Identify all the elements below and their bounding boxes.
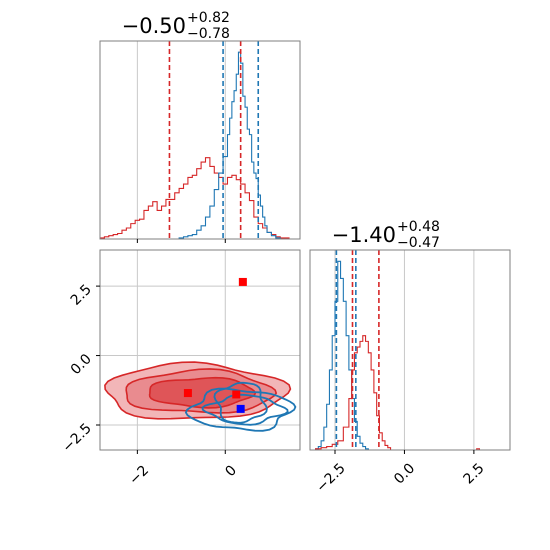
marginal-y-title-lower: −0.47 <box>397 235 440 251</box>
truth-marker-red <box>232 390 241 399</box>
marginal-y-hist-series_red <box>315 335 483 450</box>
joint-xtick-label: −2 <box>126 462 152 488</box>
joint-clip-group <box>100 250 300 450</box>
blue-contour-line <box>184 387 297 432</box>
marginal-y-xtick-label: 2.5 <box>461 460 488 487</box>
joint-ytick-label: 0.0 <box>68 351 95 378</box>
joint-ytick-label: −2.5 <box>59 421 94 456</box>
joint-ytick-label: 2.5 <box>68 282 95 309</box>
marginal-x-title-upper: +0.82 <box>187 10 230 26</box>
truth-marker-red <box>238 277 247 286</box>
truth-marker-red <box>183 389 192 398</box>
marginal-y-xtick-label: 0.0 <box>391 460 418 487</box>
blue-contour-line <box>201 393 289 426</box>
marginal-y-hist-series_blue <box>315 260 369 450</box>
marginal-y-frame <box>309 249 511 451</box>
marginal-x-clip-group <box>100 41 290 239</box>
blue-contour-line <box>213 381 268 424</box>
marginal-x-title-lower: −0.78 <box>187 26 230 42</box>
marginal-y-title-value: −1.40 <box>332 223 396 247</box>
marginal-x-hist-series_blue <box>178 51 281 239</box>
joint-xtick-label: 0 <box>222 462 240 480</box>
marginal-y-clip-group <box>315 250 483 450</box>
red-contour-inner <box>148 376 257 409</box>
marginal-y-title-upper: +0.48 <box>397 219 440 235</box>
marginal-x-frame <box>99 40 301 240</box>
truth-marker-blue <box>236 404 245 413</box>
marginal-x-title-value: −0.50 <box>122 14 186 38</box>
marginal-y-xtick-label: −2.5 <box>313 460 348 495</box>
joint-frame <box>99 249 301 451</box>
